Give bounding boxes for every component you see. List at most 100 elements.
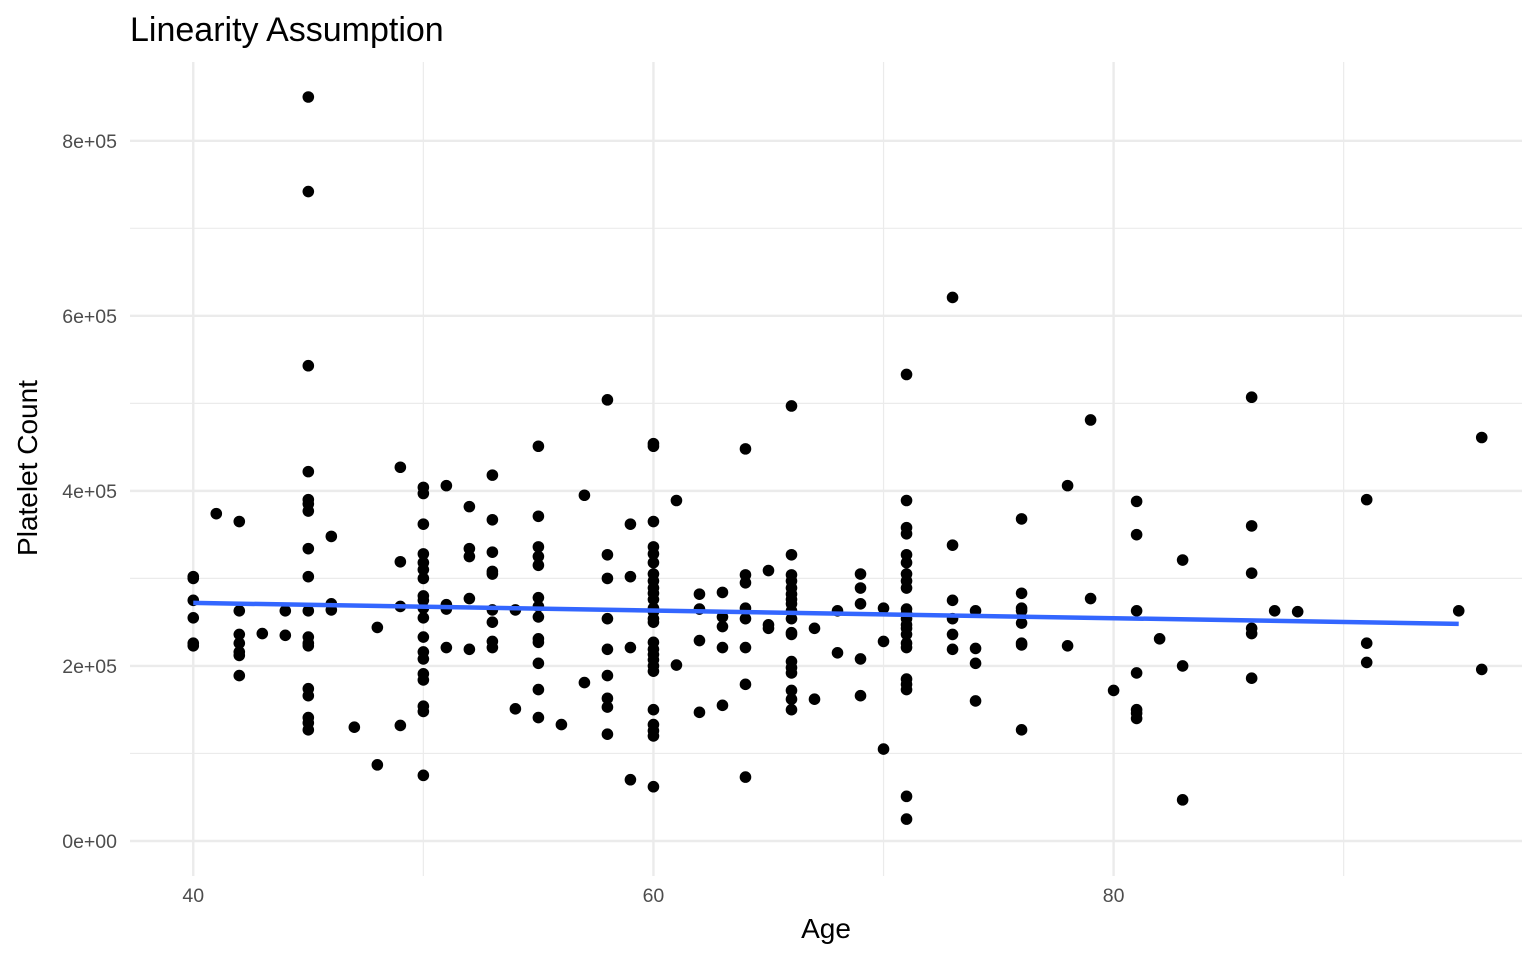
data-point — [854, 597, 867, 610]
data-point — [417, 548, 430, 560]
data-point — [233, 649, 246, 662]
data-point — [417, 563, 430, 576]
data-point — [532, 683, 545, 696]
data-point — [785, 693, 798, 705]
data-point — [647, 515, 660, 528]
data-point — [187, 611, 200, 624]
data-point — [946, 628, 959, 641]
data-point — [1360, 637, 1373, 649]
data-point — [1176, 794, 1189, 806]
minor-gridlines — [130, 62, 1522, 876]
data-point — [762, 622, 775, 635]
data-point — [647, 440, 660, 453]
data-point — [532, 559, 545, 572]
data-point — [670, 659, 683, 671]
data-point — [624, 570, 637, 583]
data-point — [1015, 604, 1028, 617]
data-point — [371, 621, 384, 634]
data-point — [233, 604, 246, 617]
data-point — [256, 627, 269, 640]
data-point — [417, 674, 430, 686]
data-points — [187, 91, 1488, 825]
data-point — [693, 706, 706, 719]
data-point — [417, 769, 430, 782]
data-point — [1475, 431, 1488, 444]
data-point — [601, 394, 614, 406]
data-point — [900, 556, 913, 569]
data-point — [279, 629, 292, 642]
y-tick-label: 6e+05 — [62, 306, 117, 328]
data-point — [1245, 672, 1258, 684]
trend-line — [193, 600, 1459, 627]
data-point — [647, 665, 660, 677]
data-point — [854, 582, 867, 594]
data-point — [325, 530, 338, 543]
data-point — [210, 507, 223, 520]
data-point — [900, 641, 913, 654]
x-tick-label: 40 — [182, 885, 204, 907]
data-point — [1015, 724, 1028, 736]
data-point — [532, 541, 545, 553]
data-point — [555, 718, 568, 731]
data-point — [302, 724, 315, 736]
data-point — [371, 759, 384, 771]
data-point — [532, 711, 545, 724]
data-point — [302, 570, 315, 583]
data-point — [624, 518, 637, 530]
data-point — [624, 773, 637, 786]
data-point — [693, 634, 706, 647]
data-point — [302, 465, 315, 478]
data-point — [900, 368, 913, 381]
data-point — [808, 622, 821, 635]
x-tick-label: 60 — [643, 885, 665, 907]
chart-title: Linearity Assumption — [130, 11, 444, 49]
x-axis-tick-labels: 40 60 80 — [182, 885, 1124, 907]
data-point — [647, 780, 660, 793]
data-point — [417, 487, 430, 500]
y-axis-label: Platelet Count — [12, 380, 43, 556]
data-point — [785, 612, 798, 625]
data-point — [417, 653, 430, 665]
data-point — [969, 642, 982, 655]
data-point — [647, 548, 660, 560]
data-point — [440, 641, 453, 654]
data-point — [877, 602, 890, 614]
data-point — [302, 359, 315, 372]
data-point — [1291, 605, 1304, 618]
data-point — [601, 643, 614, 656]
data-point — [854, 568, 867, 580]
data-point — [1245, 391, 1258, 404]
data-point — [394, 461, 407, 474]
data-point — [601, 692, 614, 705]
data-point — [693, 588, 706, 600]
data-point — [716, 611, 729, 623]
data-point — [302, 689, 315, 702]
data-point — [532, 510, 545, 523]
data-point — [417, 705, 430, 718]
data-point — [647, 730, 660, 742]
data-point — [532, 440, 545, 453]
data-point — [900, 683, 913, 696]
data-point — [969, 695, 982, 707]
data-point — [1475, 663, 1488, 676]
data-point — [1130, 495, 1143, 508]
data-point — [1176, 660, 1189, 672]
data-point — [601, 701, 614, 713]
data-point — [532, 550, 545, 563]
data-point — [854, 689, 867, 702]
data-point — [877, 743, 890, 755]
data-point — [946, 643, 959, 656]
data-point — [486, 616, 499, 628]
data-point — [302, 542, 315, 555]
data-point — [1268, 604, 1281, 617]
data-point — [463, 592, 476, 605]
data-point — [1084, 592, 1097, 605]
data-point — [1015, 587, 1028, 600]
data-point — [946, 291, 959, 304]
data-point — [394, 555, 407, 568]
data-point — [647, 616, 660, 628]
data-point — [601, 548, 614, 561]
data-point — [601, 572, 614, 585]
